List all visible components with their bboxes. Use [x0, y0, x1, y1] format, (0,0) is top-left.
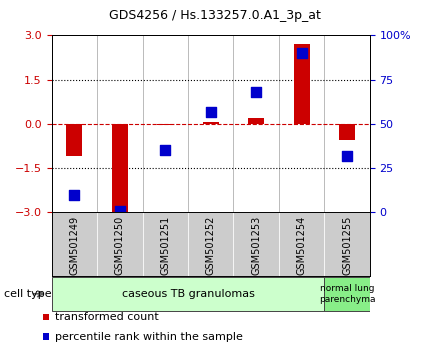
- Bar: [112, 124, 128, 212]
- Bar: [203, 122, 218, 124]
- Bar: [324, 212, 370, 276]
- Text: GSM501252: GSM501252: [206, 216, 216, 275]
- Point: [298, 50, 305, 56]
- Point: [71, 192, 78, 198]
- Text: GSM501255: GSM501255: [342, 216, 352, 275]
- Bar: [142, 212, 188, 276]
- Point: [162, 148, 169, 153]
- Bar: [188, 212, 233, 276]
- Bar: [339, 124, 355, 140]
- Text: percentile rank within the sample: percentile rank within the sample: [55, 332, 243, 342]
- Bar: [324, 277, 370, 311]
- Text: cell type: cell type: [4, 289, 52, 299]
- Text: GSM501250: GSM501250: [115, 216, 125, 275]
- Point: [253, 89, 260, 95]
- Bar: [248, 118, 264, 124]
- Bar: [97, 212, 142, 276]
- Bar: [52, 212, 97, 276]
- Text: GSM501253: GSM501253: [251, 216, 261, 275]
- Text: transformed count: transformed count: [55, 312, 159, 322]
- Bar: [66, 124, 82, 156]
- Bar: [157, 124, 173, 125]
- Bar: [294, 44, 310, 124]
- Point: [207, 109, 214, 114]
- Bar: [279, 212, 324, 276]
- Bar: [233, 212, 279, 276]
- Text: GSM501249: GSM501249: [69, 216, 79, 275]
- Text: GDS4256 / Hs.133257.0.A1_3p_at: GDS4256 / Hs.133257.0.A1_3p_at: [109, 9, 321, 22]
- Bar: [52, 277, 324, 311]
- Point: [344, 153, 350, 159]
- Point: [117, 208, 123, 213]
- Text: caseous TB granulomas: caseous TB granulomas: [122, 289, 255, 299]
- Text: GSM501254: GSM501254: [297, 216, 307, 275]
- Text: GSM501251: GSM501251: [160, 216, 170, 275]
- Text: normal lung
parenchyma: normal lung parenchyma: [319, 284, 375, 303]
